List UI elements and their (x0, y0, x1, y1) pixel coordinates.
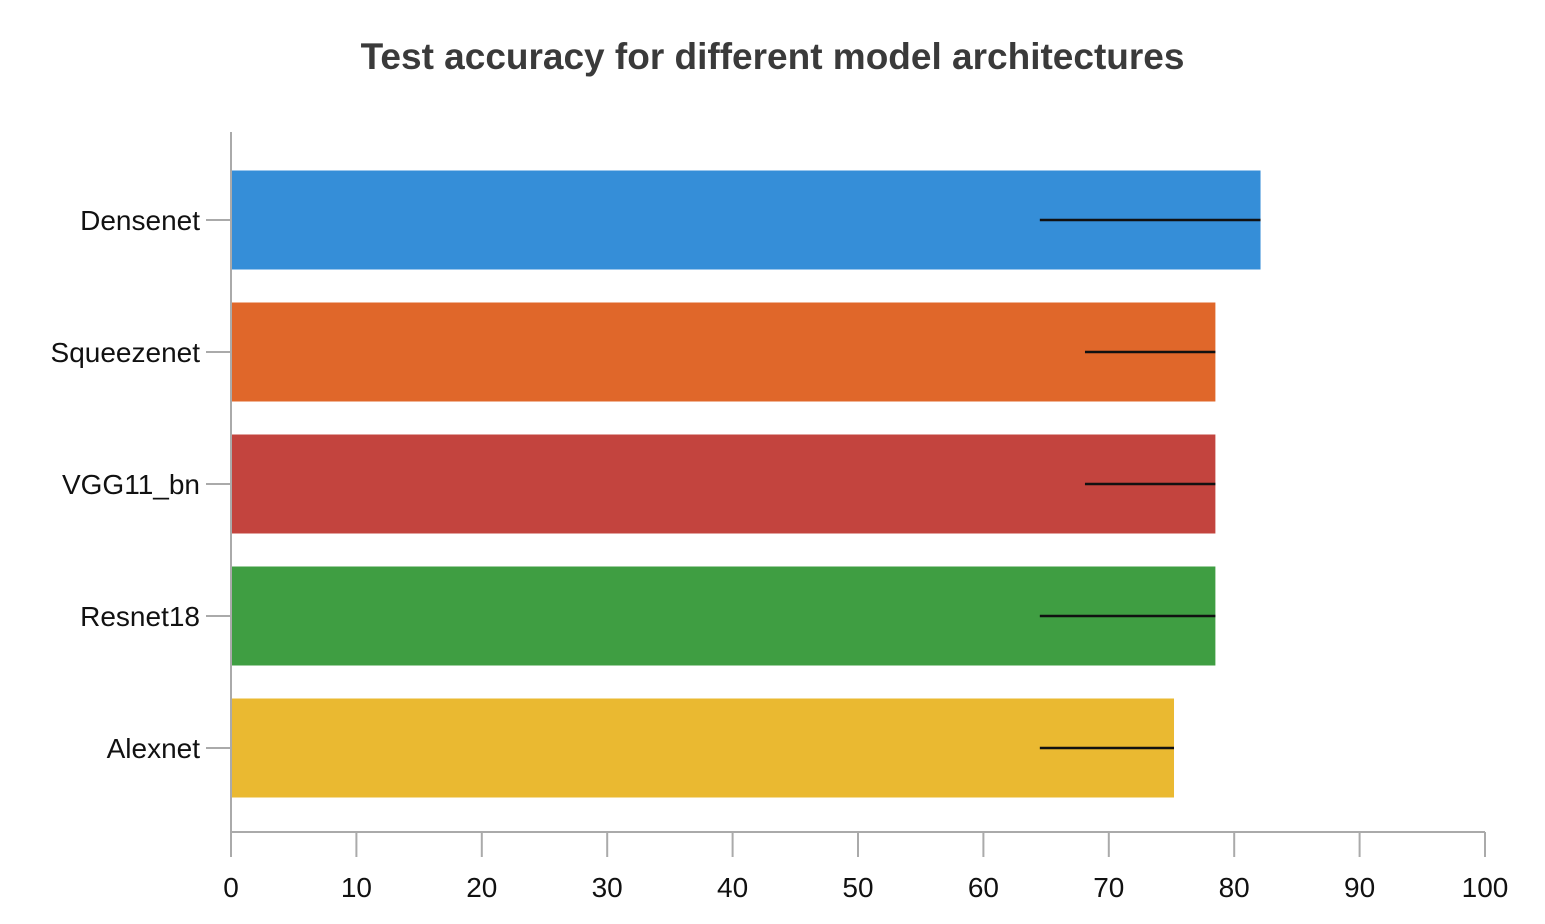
y-tick-label: Resnet18 (80, 601, 200, 632)
x-tick-label: 30 (592, 872, 623, 903)
error-bars-layer (1039, 218, 1261, 750)
y-tick-label: Alexnet (107, 733, 201, 764)
y-tick-label: VGG11_bn (62, 469, 200, 500)
chart-title: Test accuracy for different model archit… (360, 36, 1185, 77)
x-tick-label: 80 (1219, 872, 1250, 903)
bar-squeezenet (231, 302, 1216, 402)
x-tick-label: 100 (1462, 872, 1509, 903)
bar-vgg11_bn (231, 434, 1216, 534)
y-tick-label: Densenet (80, 205, 200, 236)
bars-layer (231, 170, 1261, 798)
y-tick-label: Squeezenet (51, 337, 201, 368)
x-tick-label: 60 (968, 872, 999, 903)
x-tick-label: 10 (341, 872, 372, 903)
x-tick-label: 40 (717, 872, 748, 903)
x-tick-label: 50 (842, 872, 873, 903)
x-tick-label: 0 (223, 872, 239, 903)
x-tick-label: 70 (1093, 872, 1124, 903)
bar-alexnet (231, 698, 1175, 798)
axes-layer: Densenet Squeezenet VGG11_bn Resnet18 Alexne… (51, 132, 1509, 903)
x-tick-label: 20 (466, 872, 497, 903)
x-tick-label: 90 (1344, 872, 1375, 903)
